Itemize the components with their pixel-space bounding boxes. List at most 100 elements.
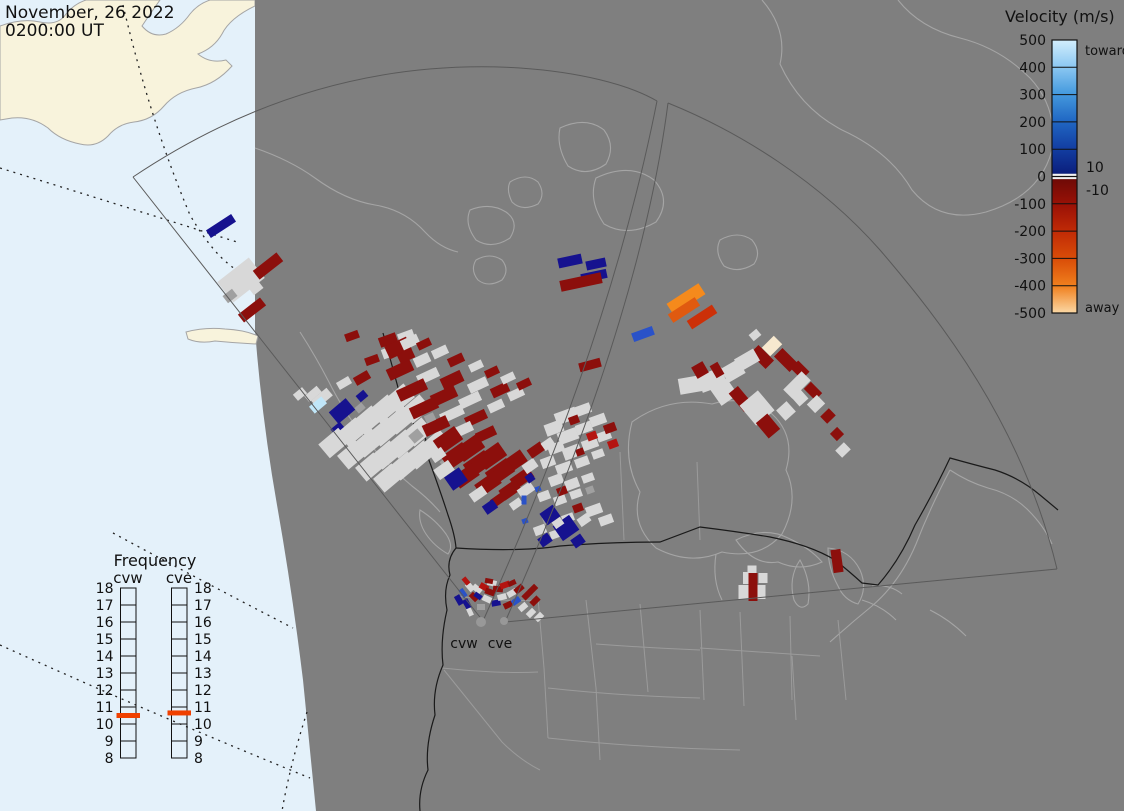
echo-tile: [429, 385, 459, 407]
frequency-tick-label: 12: [194, 683, 212, 699]
echo-tile: [829, 426, 845, 442]
lower-threshold-label: -10: [1086, 183, 1109, 199]
echo-tile: [467, 359, 485, 373]
velocity-colorbar-title: Velocity (m/s): [1005, 7, 1115, 26]
echo-tile: [539, 454, 557, 470]
echo-tile: [830, 548, 844, 574]
echo-tile: [304, 385, 322, 403]
echo-tile: [423, 412, 437, 424]
frequency-tick-label: 16: [194, 615, 212, 631]
echo-tile: [529, 595, 541, 607]
echo-tile: [237, 297, 267, 323]
echo-tile: [631, 326, 655, 342]
radar-label-cvw: cvw: [450, 636, 477, 652]
frequency-tick-label: 18: [96, 581, 114, 597]
frequency-tick-label: 13: [194, 666, 212, 682]
echo-tile: [502, 600, 514, 610]
echo-tile: [506, 386, 526, 402]
radar-label-cve: cve: [488, 636, 513, 652]
echo-tile: [408, 428, 424, 444]
echo-tile: [525, 607, 537, 619]
velocity-tick-label: -300: [1014, 251, 1046, 267]
echo-tile: [776, 401, 796, 421]
night-coastlines: [254, 0, 1054, 643]
echo-tile: [554, 460, 574, 476]
velocity-tick-label: 400: [1019, 60, 1046, 76]
frequency-marker-cve: [167, 710, 191, 716]
echo-tile: [570, 533, 586, 549]
cve-fov-right-edge: [504, 568, 1058, 623]
echo-tile: [439, 369, 465, 391]
frequency-tick-label: 14: [194, 649, 212, 665]
echo-tile: [471, 583, 483, 595]
echo-tile: [308, 396, 328, 414]
frequency-marker-cvw: [116, 713, 140, 718]
velocity-colorbar-ticks: 500 400 300 200 100 0 -100 -200 -300 -400 -500: [1014, 33, 1077, 322]
velocity-tick-label: 300: [1019, 88, 1046, 104]
echo-tile: [606, 438, 620, 450]
echo-tile: [473, 591, 483, 601]
echo-tile: [508, 497, 524, 511]
frequency-legend: Frequency cvw cve 1817161514131211109818…: [96, 551, 212, 767]
echo-tile: [466, 376, 490, 394]
frequency-legend-title: Frequency: [114, 551, 197, 570]
echo-tile: [597, 513, 615, 527]
echo-tile: [517, 601, 529, 613]
velocity-colorbar-away-segment: [1052, 179, 1077, 313]
echo-tile: [486, 398, 506, 414]
cvw-fov-outer-arc: [132, 66, 658, 178]
frequency-tick-label: 10: [194, 717, 212, 733]
echo-tile: [481, 594, 493, 604]
echo-tile: [783, 371, 811, 399]
echo-tile: [430, 344, 450, 360]
frequency-tick-label: 9: [194, 734, 203, 750]
echo-tile: [552, 493, 568, 507]
frequency-tick-label: 14: [96, 649, 114, 665]
velocity-tick-label: 100: [1019, 142, 1046, 158]
date-label: November, 26 2022: [5, 3, 175, 23]
velocity-tick-label: -100: [1014, 197, 1046, 213]
echo-tile: [489, 381, 511, 399]
echo-tile: [667, 297, 701, 323]
cve-fov-left-edge: [504, 102, 669, 623]
echo-tile: [755, 413, 781, 439]
echo-tile: [408, 396, 440, 420]
frequency-tick-label: 11: [194, 700, 212, 716]
echo-tile: [355, 389, 369, 403]
velocity-tick-label: 200: [1019, 115, 1046, 131]
echo-tile: [738, 585, 752, 599]
echo-tile: [575, 447, 585, 457]
echo-tile: [498, 479, 522, 501]
echo-tile: [222, 288, 238, 304]
echo-tile: [432, 425, 464, 455]
echo-tile: [709, 361, 725, 379]
echo-tile: [521, 495, 527, 505]
echo-tile: [567, 414, 581, 426]
echo-tile: [573, 455, 591, 469]
velocity-tick-label: 500: [1019, 33, 1046, 49]
echo-tile: [395, 378, 429, 402]
echo-tile: [446, 352, 466, 368]
echo-tile: [758, 573, 768, 583]
echo-tile: [344, 329, 360, 343]
echo-tile: [457, 390, 483, 410]
echo-tile: [458, 587, 468, 599]
echo-tile: [399, 333, 421, 351]
echo-tile: [552, 514, 580, 542]
echo-tile: [761, 335, 783, 357]
echo-tile: [576, 512, 592, 528]
sunlit-land: [0, 0, 256, 146]
echo-tile: [328, 398, 356, 424]
echo-tile: [588, 412, 608, 428]
echo-tile: [364, 353, 380, 367]
time-label: 0200:00 UT: [5, 21, 104, 41]
echo-tile: [551, 516, 565, 530]
echo-tile: [496, 592, 508, 602]
echo-tile: [539, 504, 561, 526]
echo-tile: [515, 377, 533, 391]
echo-tile: [571, 402, 593, 418]
echo-tile: [580, 436, 600, 452]
echo-tile: [543, 419, 565, 437]
